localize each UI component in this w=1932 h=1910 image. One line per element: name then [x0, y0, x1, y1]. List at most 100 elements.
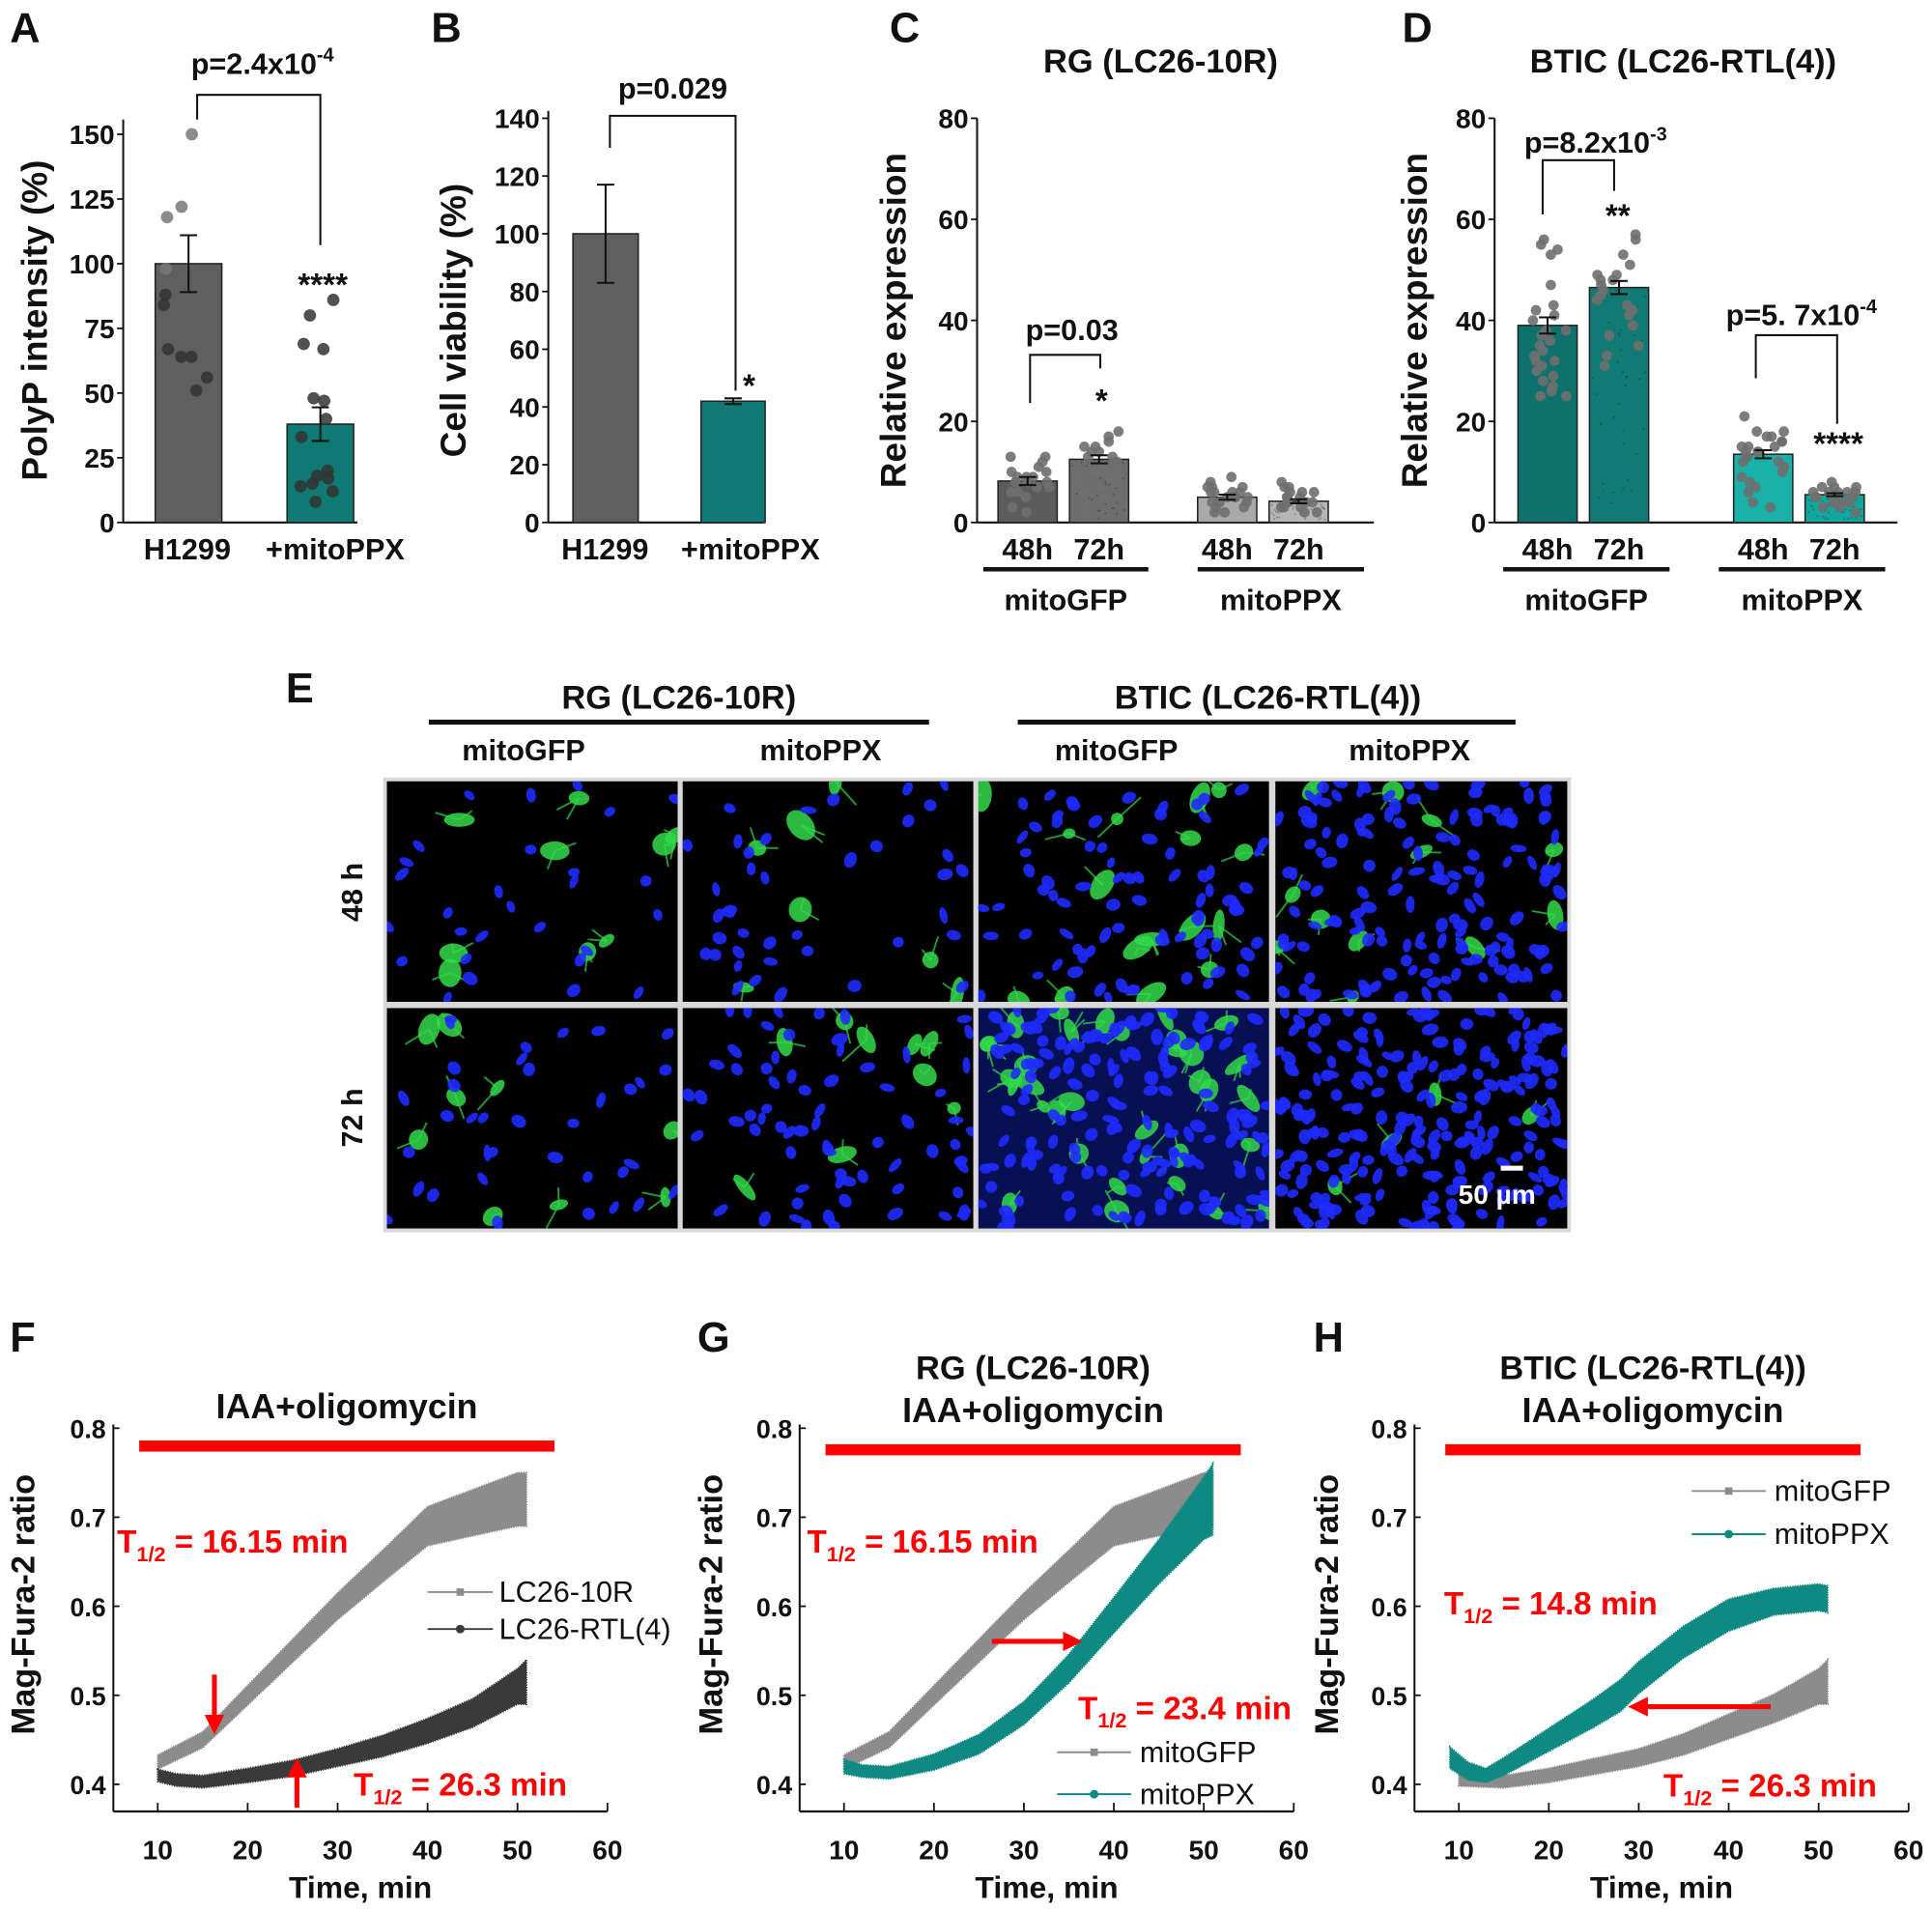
cell-process: [929, 935, 940, 960]
nucleus: [1168, 1146, 1180, 1159]
nucleus: [1533, 1105, 1548, 1117]
cell-process: [800, 824, 824, 843]
y-tick-label: 0.5: [70, 1682, 105, 1711]
nucleus: [1497, 992, 1509, 1002]
data-point: [1527, 315, 1539, 326]
y-tick-label: 0.8: [1371, 1415, 1406, 1444]
nucleus: [1349, 1129, 1364, 1141]
nucleus: [900, 1114, 915, 1129]
cell-process: [555, 797, 580, 812]
bar-texture: [1822, 515, 1825, 518]
nucleus: [892, 1183, 905, 1195]
nucleus: [827, 793, 840, 807]
nucleus: [888, 1158, 902, 1173]
nucleus: [1275, 1046, 1285, 1056]
nucleus: [1235, 1204, 1247, 1218]
nucleus: [1238, 881, 1254, 895]
nucleus: [426, 1188, 440, 1203]
nucleus: [1191, 798, 1204, 811]
nucleus: [1523, 967, 1533, 983]
nucleus: [1480, 916, 1493, 931]
nucleus: [1514, 1084, 1525, 1097]
y-tick-label: 40: [1456, 306, 1486, 336]
bar-texture: [1640, 339, 1643, 342]
nucleus: [617, 1166, 629, 1179]
nucleus: [1030, 1150, 1044, 1160]
nucleus: [1131, 895, 1148, 906]
nucleus: [1154, 934, 1171, 947]
cell-process: [1197, 965, 1210, 971]
nucleus: [1321, 826, 1331, 839]
nucleus: [1252, 1130, 1263, 1144]
bar-texture: [1807, 510, 1810, 513]
panel-label: B: [431, 5, 461, 51]
nucleus: [1197, 869, 1210, 883]
data-point: [305, 477, 319, 490]
micrograph-background: [386, 781, 678, 1002]
nucleus: [733, 834, 743, 849]
cell-process: [996, 1081, 1014, 1086]
significance-stars: *: [1095, 384, 1108, 419]
cell-process: [1218, 783, 1233, 791]
nucleus: [1017, 797, 1029, 811]
nucleus: [782, 1028, 796, 1041]
y-tick-label: 60: [509, 335, 539, 365]
cell-process: [449, 972, 466, 982]
cell-process: [591, 928, 608, 942]
x-tick-label: 50: [1804, 1836, 1833, 1866]
annotation-value: = 26.3 min: [1712, 1769, 1876, 1805]
nucleus: [1450, 967, 1462, 982]
nucleus: [811, 1116, 821, 1131]
nucleus: [1447, 869, 1462, 881]
legend-label: mitoPPX: [1140, 1778, 1255, 1810]
bar-texture: [1278, 516, 1281, 519]
nucleus: [569, 873, 579, 889]
nucleus: [1262, 1142, 1269, 1155]
nucleus: [744, 1109, 757, 1122]
data-point: [1109, 476, 1121, 488]
cell-process: [1084, 866, 1103, 886]
nucleus: [1179, 1201, 1194, 1215]
nucleus: [1080, 1033, 1095, 1044]
x-category-label: +mitoPPX: [681, 533, 820, 566]
panel-e-micrographs: RG (LC26-10R) BTIC (LC26-RTL(4)) mitoGFP mi…: [336, 679, 1572, 1233]
data-point: [320, 413, 332, 426]
y-tick-label: 0.8: [70, 1415, 105, 1444]
data-point: [1538, 376, 1548, 386]
half-time-annotation: T1/2 = 26.3 min: [354, 1767, 567, 1809]
nucleus: [1218, 1037, 1233, 1050]
annotation-subscript: 1/2: [136, 1542, 165, 1566]
cell-process: [1435, 1093, 1458, 1105]
data-point: [1308, 487, 1320, 498]
x-category-label: +mitoPPX: [266, 533, 405, 566]
y-axis-label: Cell viability (%): [434, 184, 473, 458]
y-tick-label: 140: [495, 104, 540, 134]
nucleus: [1298, 880, 1312, 891]
cell-process: [1188, 1074, 1201, 1083]
cell-process: [987, 1077, 1012, 1093]
nucleus: [1086, 1090, 1099, 1102]
nucleus: [1056, 898, 1071, 908]
legend-label: LC26-RTL(4): [499, 1612, 671, 1645]
bar-texture: [1099, 476, 1102, 479]
significance-bracket: [1029, 354, 1102, 404]
bar-texture: [1643, 295, 1646, 298]
cell-process: [455, 1097, 466, 1120]
data-point: [1099, 492, 1111, 503]
nucleus: [1391, 867, 1404, 881]
nucleus: [1419, 968, 1434, 979]
nucleus: [1342, 1171, 1351, 1184]
cell-process: [1334, 1185, 1352, 1204]
nucleus: [1275, 811, 1284, 827]
nucleus: [691, 1129, 704, 1142]
nucleus: [791, 1197, 804, 1210]
nucleus: [1440, 1130, 1453, 1142]
nucleus: [728, 1116, 745, 1127]
nucleus: [1018, 928, 1033, 940]
bar-texture: [1080, 461, 1083, 464]
x-category-label: 72h: [1073, 533, 1124, 566]
nucleus: [1427, 977, 1441, 988]
data-point: [1591, 295, 1603, 306]
nucleus: [1502, 814, 1517, 827]
nucleus: [1317, 781, 1329, 794]
